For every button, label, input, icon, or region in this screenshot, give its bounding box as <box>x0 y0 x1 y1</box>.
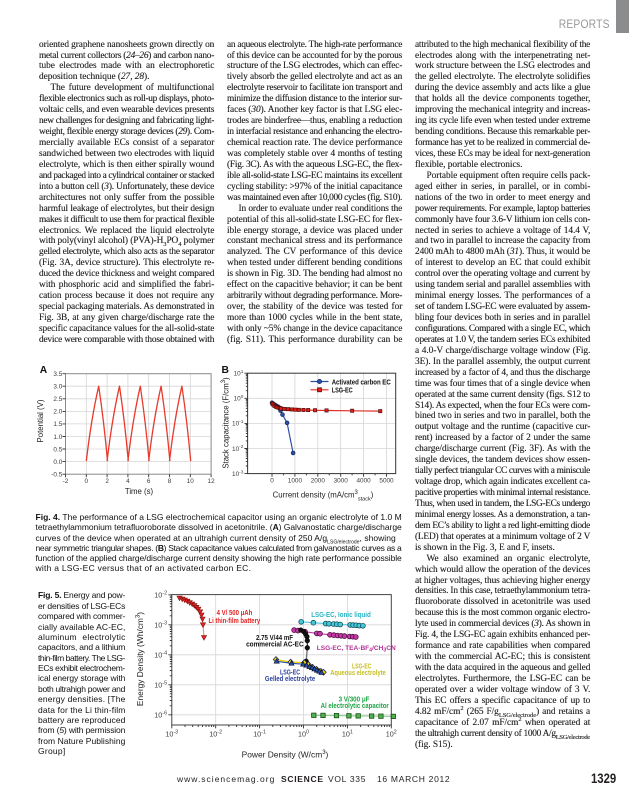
svg-text:6: 6 <box>147 478 151 485</box>
svg-text:-2: -2 <box>63 478 69 485</box>
svg-text:102: 102 <box>386 730 397 739</box>
svg-text:2.75 V/44 mF: 2.75 V/44 mF <box>256 635 293 642</box>
svg-text:10-3: 10-3 <box>154 621 167 630</box>
svg-text:0.0: 0.0 <box>53 459 62 466</box>
svg-text:10-3: 10-3 <box>232 469 244 478</box>
svg-text:LSG-EC, Ionic liquid: LSG-EC, Ionic liquid <box>311 612 371 619</box>
svg-text:10-5: 10-5 <box>154 681 167 690</box>
svg-text:10-2: 10-2 <box>209 730 222 739</box>
svg-text:Li thin-film battery: Li thin-film battery <box>209 618 261 625</box>
svg-text:3000: 3000 <box>334 477 349 484</box>
svg-text:0.5: 0.5 <box>53 446 62 453</box>
svg-text:A: A <box>40 365 48 376</box>
svg-text:Aqueous electrolyte: Aqueous electrolyte <box>330 670 386 677</box>
svg-text:10-2: 10-2 <box>154 591 167 600</box>
svg-text:5000: 5000 <box>379 477 394 484</box>
svg-text:10-4: 10-4 <box>154 651 167 660</box>
svg-text:2000: 2000 <box>311 477 326 484</box>
svg-text:Activated carbon EC: Activated carbon EC <box>332 379 391 386</box>
svg-text:10-3: 10-3 <box>165 730 178 739</box>
svg-text:4: 4 <box>126 478 130 485</box>
svg-text:3.0: 3.0 <box>53 384 62 391</box>
svg-text:1.5: 1.5 <box>53 421 62 428</box>
svg-text:0: 0 <box>270 477 274 484</box>
svg-text:Energy Density (Wh/cm3): Energy Density (Wh/cm3) <box>135 612 145 706</box>
svg-text:1000: 1000 <box>288 477 303 484</box>
svg-text:LSG-EC: LSG-EC <box>280 670 300 677</box>
svg-text:10: 10 <box>187 478 195 485</box>
svg-text:Time (s): Time (s) <box>125 487 154 496</box>
svg-text:Gelled electrolyte: Gelled electrolyte <box>265 676 315 683</box>
svg-text:100: 100 <box>298 730 309 739</box>
svg-text:-0.5: -0.5 <box>51 472 62 479</box>
svg-text:LSG-EC: LSG-EC <box>352 664 371 671</box>
svg-text:Stack capacitance (F/cm3): Stack capacitance (F/cm3) <box>221 377 231 469</box>
svg-text:100: 100 <box>234 394 244 403</box>
svg-text:10-2: 10-2 <box>232 444 244 453</box>
svg-text:3 V/300 μF: 3 V/300 μF <box>339 697 370 704</box>
svg-text:101: 101 <box>342 730 353 739</box>
svg-text:B: B <box>222 365 229 376</box>
svg-text:4000: 4000 <box>356 477 371 484</box>
svg-text:Al electrolytic capacitor: Al electrolytic capacitor <box>321 703 389 710</box>
svg-text:2.0: 2.0 <box>53 409 62 416</box>
svg-text:4 V/ 500 μAh: 4 V/ 500 μAh <box>217 610 253 617</box>
svg-text:10-6: 10-6 <box>154 711 167 720</box>
svg-text:8: 8 <box>168 478 172 485</box>
svg-text:Power Density (W/cm3): Power Density (W/cm3) <box>242 750 329 760</box>
svg-text:101: 101 <box>234 369 244 378</box>
svg-text:0: 0 <box>85 478 89 485</box>
svg-text:2: 2 <box>105 478 109 485</box>
svg-text:3.5: 3.5 <box>53 371 62 378</box>
svg-text:Potential (V): Potential (V) <box>36 399 45 442</box>
svg-text:10-1: 10-1 <box>232 419 244 428</box>
svg-text:10-1: 10-1 <box>253 730 266 739</box>
svg-text:12: 12 <box>208 478 216 485</box>
svg-text:commercial AC-EC: commercial AC-EC <box>246 641 304 648</box>
svg-text:2.5: 2.5 <box>53 396 62 403</box>
svg-text:LSG-EC, TEA-BF4/CH3CN: LSG-EC, TEA-BF4/CH3CN <box>317 645 396 654</box>
svg-text:1.0: 1.0 <box>53 434 62 441</box>
svg-text:LSG-EC: LSG-EC <box>332 388 353 395</box>
svg-text:Current density (mA/cm3stack): Current density (mA/cm3stack) <box>273 490 374 503</box>
